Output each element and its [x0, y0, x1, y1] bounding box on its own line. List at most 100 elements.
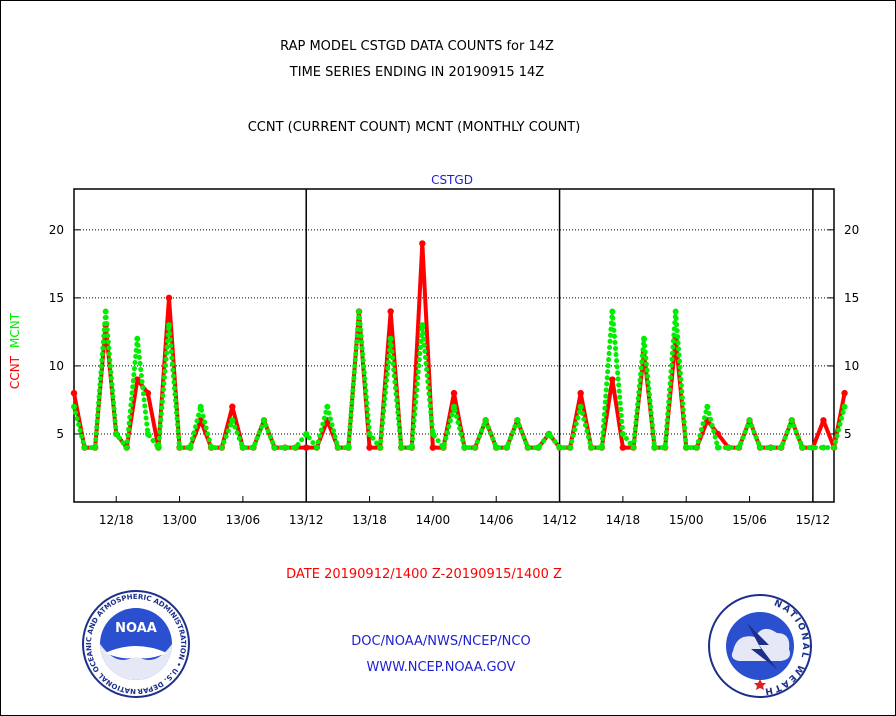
x-tick-label: 13/06 — [226, 513, 261, 527]
x-tick-label: 13/00 — [162, 513, 197, 527]
data-point-mcnt — [134, 335, 141, 342]
y-tick-label-left: 20 — [49, 223, 64, 237]
data-point-ccnt — [229, 403, 236, 410]
series-group — [70, 240, 848, 451]
grid-lines — [74, 229, 834, 435]
y-tick-label-right: 5 — [844, 427, 852, 441]
data-point-mcnt — [651, 444, 658, 451]
data-point-mcnt — [841, 403, 848, 410]
data-point-mcnt — [809, 444, 816, 451]
data-point-mcnt — [567, 444, 574, 451]
data-point-mcnt — [345, 444, 352, 451]
data-point-mcnt — [535, 444, 542, 451]
data-point-mcnt — [609, 308, 616, 315]
data-point-mcnt — [820, 444, 827, 451]
org-text: DOC/NOAA/NWS/NCEP/NCO — [351, 634, 531, 649]
data-point-ccnt — [419, 240, 426, 247]
x-tick-label: 12/18 — [99, 513, 134, 527]
data-point-mcnt — [208, 444, 215, 451]
data-point-mcnt — [155, 444, 162, 451]
data-point-mcnt — [619, 430, 626, 437]
data-point-mcnt — [419, 322, 426, 329]
data-point-mcnt — [757, 444, 764, 451]
data-point-mcnt — [239, 444, 246, 451]
data-point-mcnt — [71, 403, 77, 410]
data-point-ccnt — [609, 376, 616, 383]
data-point-mcnt — [81, 444, 88, 451]
data-point-mcnt — [377, 444, 384, 451]
x-tick-label: 15/12 — [796, 513, 831, 527]
y-axis-ticks: 5 5 10 10 15 15 20 20 — [49, 223, 860, 441]
series-line-mcnt — [71, 308, 848, 451]
data-point-ccnt — [303, 444, 310, 451]
y-tick-label-left: 15 — [49, 291, 64, 305]
data-point-mcnt — [408, 444, 415, 451]
data-point-mcnt — [725, 444, 732, 451]
data-point-mcnt — [440, 444, 447, 451]
data-point-mcnt — [546, 430, 552, 437]
data-point-ccnt — [619, 444, 627, 451]
data-point-mcnt — [736, 444, 742, 451]
data-point-mcnt — [503, 444, 510, 451]
data-point-mcnt — [102, 308, 109, 315]
data-point-mcnt — [493, 444, 500, 451]
data-point-mcnt — [187, 444, 194, 451]
date-range: DATE 20190912/1400 Z-20190915/1400 Z — [286, 567, 562, 582]
data-point-mcnt — [683, 444, 690, 451]
x-tick-label: 14/00 — [416, 513, 451, 527]
data-point-mcnt — [313, 444, 320, 451]
data-point-mcnt — [387, 335, 394, 342]
data-point-mcnt — [356, 308, 362, 315]
data-point-mcnt — [197, 403, 204, 410]
nws-logo: NATIONAL WEATHER SERVICE — [707, 593, 812, 698]
data-point-mcnt — [556, 444, 563, 451]
data-point-ccnt — [450, 389, 458, 397]
data-point-ccnt — [577, 389, 584, 397]
y-tick-label-left: 10 — [49, 359, 64, 373]
url-link[interactable]: WWW.NCEP.NOAA.GOV — [366, 660, 516, 675]
y-tick-label-right: 10 — [844, 359, 859, 373]
data-point-mcnt — [778, 444, 785, 451]
data-point-mcnt — [334, 444, 341, 451]
data-point-mcnt — [767, 444, 774, 451]
data-point-mcnt — [282, 444, 289, 451]
data-point-ccnt — [429, 444, 437, 451]
data-point-mcnt — [788, 417, 795, 424]
chart-title-line2: TIME SERIES ENDING IN 20190915 14Z — [289, 65, 545, 80]
chart-title-line1: RAP MODEL CSTGD DATA COUNTS for 14Z — [280, 39, 554, 54]
data-point-ccnt — [841, 389, 848, 397]
data-point-mcnt — [472, 444, 479, 451]
data-point-ccnt — [70, 389, 78, 397]
data-point-mcnt — [662, 444, 669, 451]
data-point-mcnt — [693, 444, 700, 451]
data-point-mcnt — [324, 403, 331, 410]
x-tick-label: 14/12 — [542, 513, 577, 527]
data-point-mcnt — [598, 444, 605, 451]
data-point-mcnt — [704, 403, 711, 410]
x-tick-label: 15/06 — [732, 513, 767, 527]
station-label: CSTGD — [431, 173, 473, 187]
y-tick-label-right: 15 — [844, 291, 859, 305]
x-tick-label: 15/00 — [669, 513, 704, 527]
x-tick-label: 13/12 — [289, 513, 324, 527]
data-point-mcnt — [641, 335, 647, 342]
y-axis-label-mcnt: MCNT — [8, 312, 22, 348]
data-point-mcnt — [271, 444, 278, 451]
data-point-ccnt — [165, 294, 173, 302]
data-point-ccnt — [144, 389, 152, 397]
y-tick-label-right: 20 — [844, 223, 859, 237]
data-point-mcnt — [461, 444, 468, 451]
series-line-ccnt — [72, 241, 847, 450]
data-point-mcnt — [123, 444, 130, 451]
y-axis-label: CCNT MCNT — [8, 312, 22, 389]
x-tick-label: 14/06 — [479, 513, 514, 527]
data-point-mcnt — [176, 444, 183, 451]
data-point-mcnt — [261, 417, 267, 424]
data-point-mcnt — [630, 444, 637, 451]
data-point-mcnt — [514, 417, 521, 424]
data-point-mcnt — [250, 444, 257, 451]
data-point-mcnt — [799, 444, 806, 451]
noaa-logo: NATIONAL OCEANIC AND ATMOSPHERIC ADMINIS… — [81, 589, 190, 698]
data-point-mcnt — [144, 430, 151, 437]
data-point-ccnt — [134, 376, 141, 383]
